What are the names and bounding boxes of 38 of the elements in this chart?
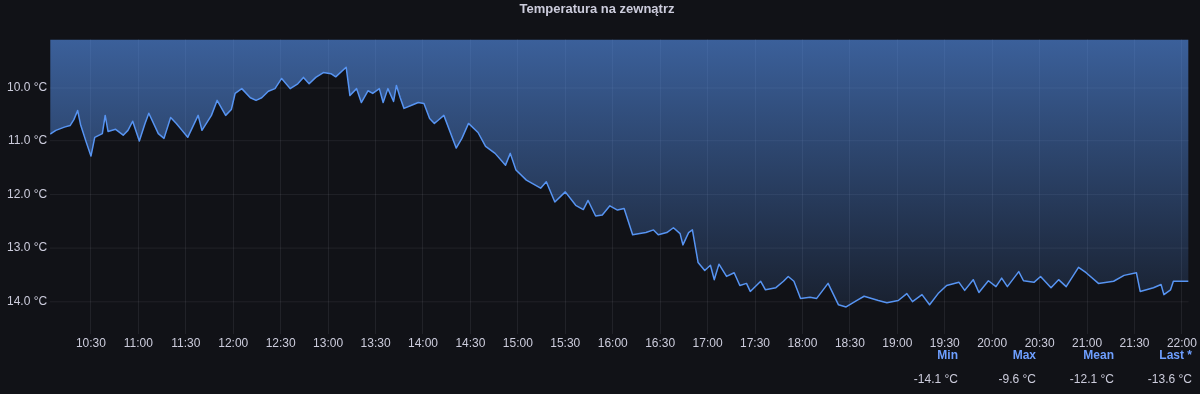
x-tick-label: 18:00 bbox=[787, 336, 818, 351]
x-tick-label: 19:00 bbox=[882, 336, 913, 351]
x-tick-label: 16:00 bbox=[597, 336, 629, 351]
x-tick-label: 17:30 bbox=[740, 336, 771, 351]
x-tick-label: 15:00 bbox=[502, 336, 534, 351]
x-tick-label: 14:30 bbox=[455, 336, 486, 351]
x-tick-label: 12:00 bbox=[218, 336, 249, 351]
y-tick-label: 12.0 °C bbox=[7, 186, 48, 201]
x-tick-label: 10:30 bbox=[75, 336, 107, 351]
x-tick-label: 12:30 bbox=[265, 336, 297, 351]
x-tick-label: 22:00 bbox=[1166, 336, 1198, 351]
y-tick-label: 14.0 °C bbox=[7, 293, 48, 308]
y-tick-label: 10.0 °C bbox=[7, 79, 48, 94]
text: Max bbox=[1012, 348, 1036, 362]
text: -13.6 °C bbox=[1146, 372, 1193, 386]
x-tick-label: 15:30 bbox=[550, 336, 581, 351]
x-tick-label: 20:00 bbox=[977, 336, 1008, 351]
text: Min bbox=[937, 348, 958, 362]
text: -12.1 °C bbox=[1068, 372, 1115, 386]
x-tick-label: 16:30 bbox=[645, 336, 676, 351]
x-tick-label: 18:30 bbox=[834, 336, 866, 351]
x-tick-label: 21:00 bbox=[1072, 336, 1103, 351]
x-tick-label: 21:30 bbox=[1119, 336, 1150, 351]
text: -14.1 °C bbox=[912, 372, 959, 386]
x-tick-label: 17:00 bbox=[692, 336, 723, 351]
text: Last * bbox=[1159, 348, 1192, 362]
text: Mean bbox=[1083, 348, 1114, 362]
x-tick-label: 11:30 bbox=[171, 336, 201, 351]
x-tick-label: 19:30 bbox=[929, 336, 961, 351]
x-tick-label: 14:00 bbox=[407, 336, 439, 351]
x-tick-label: 20:30 bbox=[1024, 336, 1055, 351]
y-tick-label: 13.0 °C bbox=[7, 240, 48, 255]
x-tick-label: 13:30 bbox=[360, 336, 391, 351]
chart-title: Temperatura na zewnątrz bbox=[519, 1, 675, 17]
y-tick-label: 11.0 °C bbox=[7, 133, 48, 148]
x-tick-label: 13:00 bbox=[313, 336, 344, 351]
text: -9.6 °C bbox=[997, 372, 1037, 386]
x-tick-label: 11:00 bbox=[123, 336, 154, 351]
